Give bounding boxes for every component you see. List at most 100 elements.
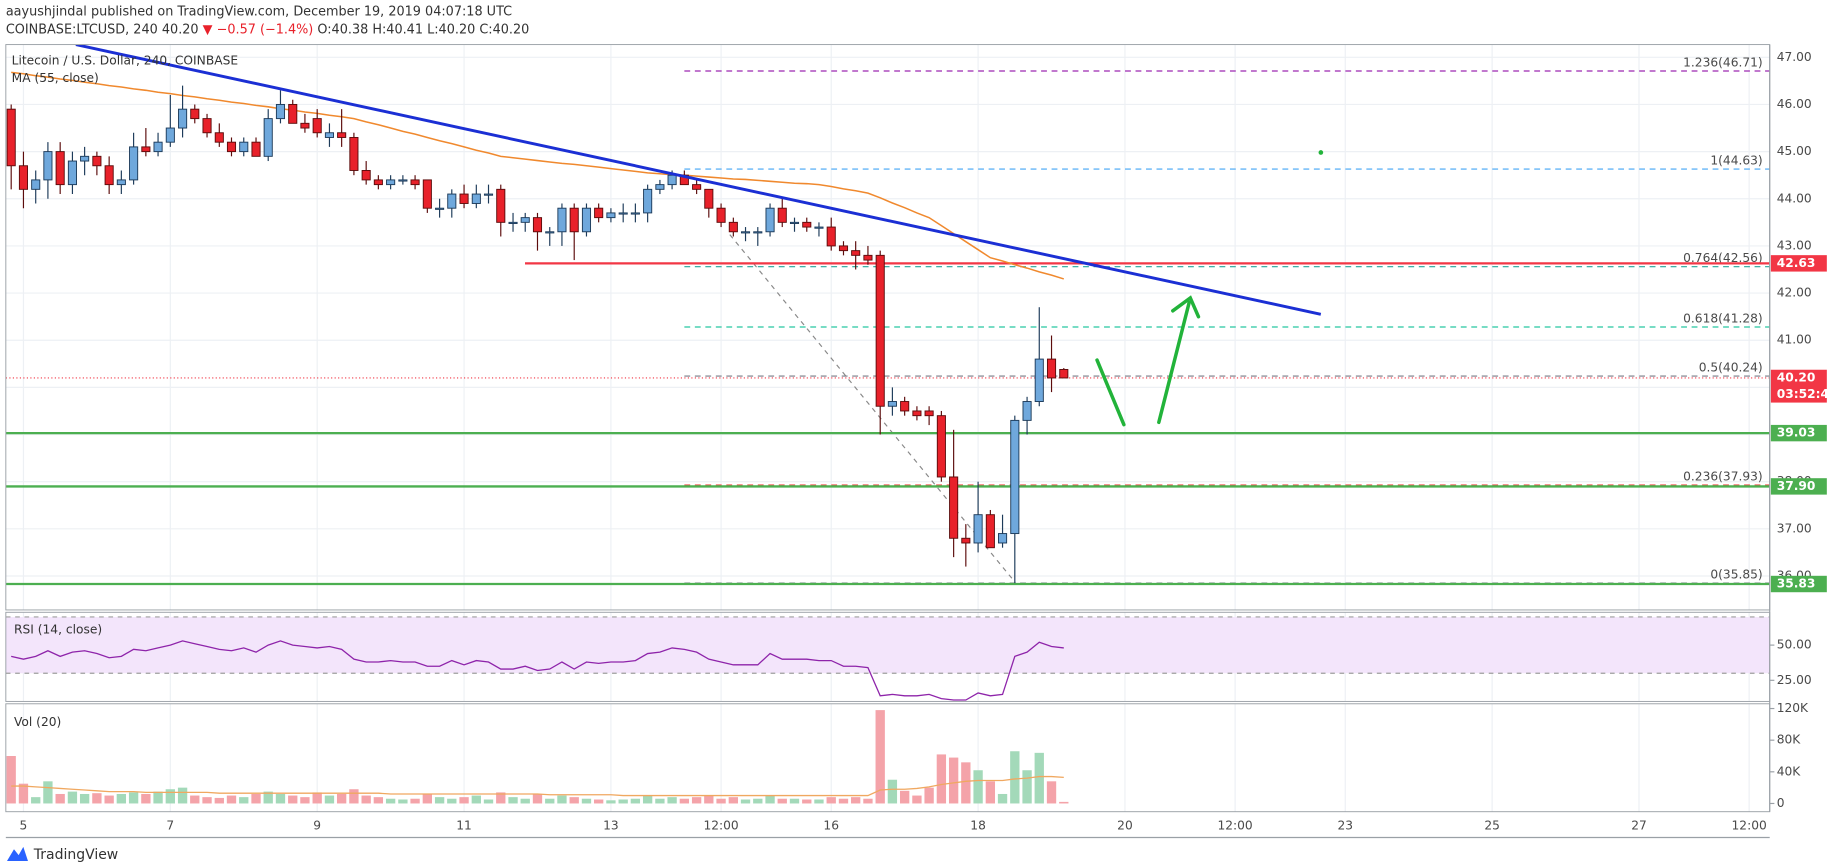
volume-bar: [924, 787, 934, 804]
volume-bar: [802, 799, 812, 804]
x-tick-label: 13: [603, 818, 619, 832]
volume-bar: [728, 797, 739, 804]
candle-body: [447, 193, 457, 209]
volume-bar: [300, 797, 310, 804]
candle-body: [349, 136, 359, 171]
candle-body: [985, 514, 995, 549]
volume-bar: [704, 795, 714, 804]
level-tag-label: 35.83: [1777, 576, 1816, 590]
candle-body: [667, 174, 677, 186]
volume-bar: [410, 798, 420, 804]
candle-body: [802, 221, 812, 228]
volume-ma-line: [11, 775, 1064, 797]
volume-tick-label: 80K: [1777, 733, 1802, 747]
candle-body: [373, 179, 383, 186]
volume-bar: [679, 798, 690, 804]
fib-label: 0.5(40.24): [1699, 360, 1763, 374]
candle-body: [1034, 358, 1044, 402]
candle-body: [337, 132, 347, 138]
candle-body: [789, 221, 800, 224]
volume-bar: [496, 792, 506, 804]
logo-icon: [6, 846, 28, 861]
volume-bar: [826, 797, 836, 804]
volume-bar: [557, 795, 567, 804]
candle-body: [753, 231, 763, 234]
volume-bar: [948, 757, 959, 804]
candle-body: [728, 221, 738, 233]
volume-bar: [471, 795, 481, 804]
candle-body: [1010, 419, 1020, 535]
candle-body: [973, 514, 983, 544]
volume-bar: [508, 797, 518, 804]
volume-bar: [324, 795, 335, 804]
candle-body: [361, 170, 371, 181]
fib-label: 0.236(37.93): [1683, 469, 1763, 483]
candle-body: [141, 146, 151, 153]
candle-body: [153, 141, 163, 153]
y-tick-label: 41.00: [1777, 333, 1812, 347]
candle-body: [1046, 358, 1057, 379]
volume-bar: [997, 793, 1008, 804]
volume-bar: [1010, 751, 1020, 804]
symbol: COINBASE:LTCUSD, 240: [6, 22, 158, 37]
volume-bar: [153, 791, 163, 804]
candle-body: [251, 141, 261, 157]
arrow-up: [1157, 300, 1191, 425]
rsi-band: [5, 616, 1770, 674]
x-tick-label: 12:00: [703, 818, 738, 832]
volume-bar: [92, 793, 102, 804]
volume-bar: [459, 797, 469, 804]
logo-text: TradingView: [33, 847, 118, 863]
candle-body: [863, 254, 873, 261]
volume-bar: [814, 799, 824, 804]
volume-bar: [1059, 801, 1069, 804]
volume-bar: [655, 798, 665, 804]
x-tick-label: 12:00: [1217, 818, 1252, 832]
level-tag: [1770, 255, 1827, 272]
candle-body: [312, 118, 322, 134]
volume-bar: [128, 792, 139, 804]
volume-bar: [251, 793, 261, 804]
volume-bar: [581, 798, 592, 804]
candle-body: [496, 188, 506, 223]
candle-body: [239, 141, 249, 153]
candle-body: [288, 103, 298, 124]
candle-body: [43, 151, 53, 181]
last-price-label: 40.20: [1777, 370, 1816, 384]
volume-bar: [373, 797, 384, 804]
volume-bar: [618, 799, 628, 804]
volume-bar: [520, 798, 530, 804]
candle-body: [606, 212, 616, 219]
volume-bar: [312, 792, 322, 804]
volume-bar: [838, 798, 849, 804]
fib-label: 1.236(46.71): [1683, 55, 1763, 69]
volume-bar: [190, 795, 200, 804]
volume-bar: [887, 779, 898, 804]
volume-bar: [789, 798, 800, 804]
candle-body: [300, 122, 310, 129]
volume-bar: [447, 798, 457, 804]
ma-line: [11, 71, 1065, 280]
volume-bar: [288, 795, 298, 804]
volume-bar: [349, 789, 359, 804]
volume-bar: [422, 793, 433, 804]
volume-bar: [275, 793, 286, 804]
volume-bar: [104, 795, 114, 804]
volume-bar: [55, 793, 65, 804]
candle-body: [80, 155, 90, 162]
candle-body: [961, 537, 971, 544]
candle-body: [178, 108, 188, 129]
candle-body: [422, 179, 432, 209]
volume-bar: [691, 797, 702, 804]
volume-bar: [985, 781, 996, 804]
volume-bar: [385, 798, 396, 804]
candle-body: [594, 207, 604, 219]
x-tick-label: 5: [20, 818, 28, 832]
price-pane: 1.236(46.71) 1(44.63) 0.764(42.56) 0.618(41…: [5, 44, 1770, 586]
candle-body: [557, 207, 567, 233]
candle-body: [618, 212, 628, 215]
volume-bar: [863, 798, 873, 804]
level-tag: [1770, 478, 1827, 495]
candle-body: [435, 207, 445, 210]
rsi-line: [11, 640, 1064, 701]
